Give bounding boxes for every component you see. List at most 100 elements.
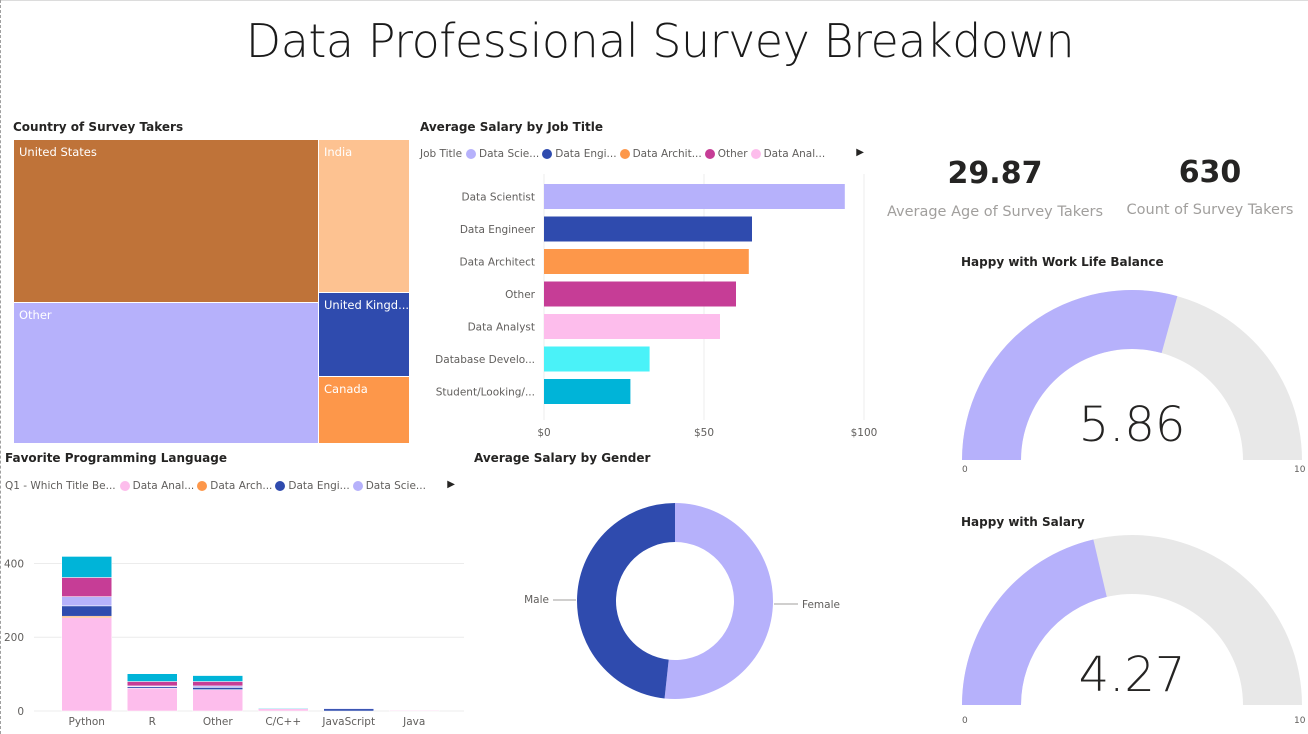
stacked-bar-segment bbox=[258, 707, 309, 710]
legend-item[interactable]: Data Anal... bbox=[119, 480, 194, 492]
legend-dot bbox=[750, 149, 761, 159]
treemap-title: Country of Survey Takers bbox=[13, 120, 184, 134]
category-label: Student/Looking/... bbox=[436, 387, 535, 399]
salary-gauge-min: 0 bbox=[962, 716, 968, 726]
legend-label: Data Anal... bbox=[763, 148, 826, 160]
y-tick-label: 0 bbox=[17, 706, 24, 718]
legend-next-arrow-icon[interactable]: ▶ bbox=[447, 479, 455, 490]
legend-item[interactable]: Data Scie... bbox=[466, 148, 539, 160]
legend-item[interactable]: Data Anal... bbox=[750, 148, 826, 160]
category-label: C/C++ bbox=[265, 716, 301, 728]
stacked-bar-segment bbox=[192, 687, 243, 690]
bar bbox=[544, 184, 845, 209]
x-tick-label: $0 bbox=[537, 427, 550, 439]
x-tick-label: $100 bbox=[851, 427, 878, 439]
gauge-fill bbox=[962, 539, 1107, 705]
work-life-gauge[interactable] bbox=[958, 290, 1308, 465]
bar bbox=[544, 346, 650, 372]
left-frame-border bbox=[0, 0, 2, 734]
salary-by-job-title: Average Salary by Job Title bbox=[420, 120, 603, 134]
legend-next-arrow-icon[interactable]: ▶ bbox=[856, 147, 864, 158]
legend-dot bbox=[275, 481, 286, 491]
category-label: Other bbox=[505, 289, 535, 301]
donut-slice bbox=[576, 503, 675, 699]
stacked-bar-segment bbox=[192, 681, 243, 687]
legend-dot bbox=[704, 149, 715, 159]
stacked-bar-segment bbox=[323, 708, 374, 712]
x-tick-label: $50 bbox=[694, 427, 714, 439]
legend-item[interactable]: Data Engi... bbox=[542, 148, 617, 160]
work-life-gauge-min: 0 bbox=[962, 465, 968, 475]
treemap-label: United Kingd... bbox=[324, 298, 410, 312]
treemap-cell-united-kingdom[interactable]: United Kingd... bbox=[318, 292, 410, 377]
stacked-bar-segment bbox=[323, 707, 374, 710]
salary-by-gender-title: Average Salary by Gender bbox=[474, 451, 651, 465]
salary-gauge-value: 4.27 bbox=[1078, 647, 1186, 703]
treemap-cell-india[interactable]: India bbox=[318, 139, 410, 293]
salary-by-job-legend: Job Title Data Scie... Data Engi... Data… bbox=[420, 147, 864, 161]
legend-dot bbox=[619, 149, 630, 159]
category-label: Data Analyst bbox=[468, 322, 535, 334]
work-life-gauge-title: Happy with Work Life Balance bbox=[961, 255, 1164, 269]
stacked-bar-segment bbox=[61, 617, 112, 712]
bar bbox=[544, 216, 752, 242]
legend-item[interactable]: Data Scie... bbox=[352, 480, 426, 492]
category-label: Data Engineer bbox=[460, 224, 536, 236]
category-label: R bbox=[149, 716, 156, 728]
legend-title: Q1 - Which Title Be... bbox=[5, 480, 116, 492]
count-value: 630 bbox=[1178, 155, 1242, 190]
stacked-bar-segment bbox=[192, 675, 243, 682]
salary-gauge-title: Happy with Salary bbox=[961, 515, 1085, 529]
y-tick-label: 400 bbox=[4, 558, 24, 570]
legend-dot bbox=[352, 481, 363, 491]
bar bbox=[544, 314, 720, 339]
category-label: Database Develo... bbox=[435, 354, 535, 366]
legend-dot bbox=[119, 481, 130, 491]
category-label: Python bbox=[69, 716, 105, 728]
donut-label-female: Female bbox=[802, 599, 840, 611]
legend-item[interactable]: Data Arch... bbox=[197, 480, 272, 492]
legend-label: Data Engi... bbox=[288, 480, 350, 492]
legend-dot bbox=[542, 149, 553, 159]
salary-gauge[interactable] bbox=[958, 535, 1308, 710]
category-label: Data Architect bbox=[460, 257, 536, 269]
donut-label-male: Male bbox=[524, 594, 549, 606]
legend-dot bbox=[197, 481, 208, 491]
avg-age-label: Average Age of Survey Takers bbox=[886, 204, 1104, 220]
stacked-bar-segment bbox=[61, 577, 112, 597]
treemap-label: India bbox=[324, 145, 353, 159]
category-label: Data Scientist bbox=[462, 192, 536, 204]
fav-language-chart[interactable]: 0 200 400 Python R Other C/C++ JavaScript Java bbox=[0, 500, 470, 734]
legend-item[interactable]: Data Engi... bbox=[275, 480, 350, 492]
legend-label: Data Engi... bbox=[555, 148, 617, 160]
count-label: Count of Survey Takers bbox=[1126, 202, 1294, 218]
stacked-bar-segment bbox=[389, 710, 440, 712]
work-life-gauge-value: 5.86 bbox=[1078, 397, 1186, 453]
legend-label: Other bbox=[717, 148, 748, 160]
legend-label: Data Scie... bbox=[479, 148, 540, 160]
top-frame-border bbox=[0, 0, 1308, 4]
legend-label: Data Arch... bbox=[210, 480, 273, 492]
treemap-cell-canada[interactable]: Canada bbox=[318, 376, 410, 444]
treemap-cell-other[interactable]: Other bbox=[13, 302, 319, 444]
stacked-bar-segment bbox=[258, 708, 309, 712]
legend-label: Data Scie... bbox=[365, 480, 426, 492]
gauge-fill bbox=[962, 290, 1178, 460]
treemap-label: United States bbox=[19, 145, 97, 159]
donut-slice bbox=[664, 503, 773, 699]
category-label: Java bbox=[402, 716, 425, 728]
treemap-label: Canada bbox=[324, 382, 368, 396]
fav-language-legend: Q1 - Which Title Be... Data Anal... Data… bbox=[5, 479, 455, 493]
stacked-bar-segment bbox=[61, 605, 112, 617]
salary-gauge-max: 10 bbox=[1294, 716, 1306, 726]
salary-by-gender-donut[interactable]: Male Female bbox=[480, 495, 880, 710]
work-life-gauge-max: 10 bbox=[1294, 465, 1306, 475]
avg-age-value: 29.87 bbox=[947, 156, 1043, 191]
fav-language-title: Favorite Programming Language bbox=[5, 451, 227, 465]
legend-item[interactable]: Other bbox=[704, 148, 748, 160]
treemap-cell-united-states[interactable]: United States bbox=[13, 139, 319, 303]
country-treemap[interactable]: United States India Other United Kingd..… bbox=[13, 139, 410, 444]
legend-item[interactable]: Data Archit... bbox=[619, 148, 702, 160]
salary-by-job-chart[interactable]: $0 $50 $100 Data Scientist Data Engineer Data… bbox=[420, 168, 890, 443]
category-label: JavaScript bbox=[321, 716, 375, 728]
